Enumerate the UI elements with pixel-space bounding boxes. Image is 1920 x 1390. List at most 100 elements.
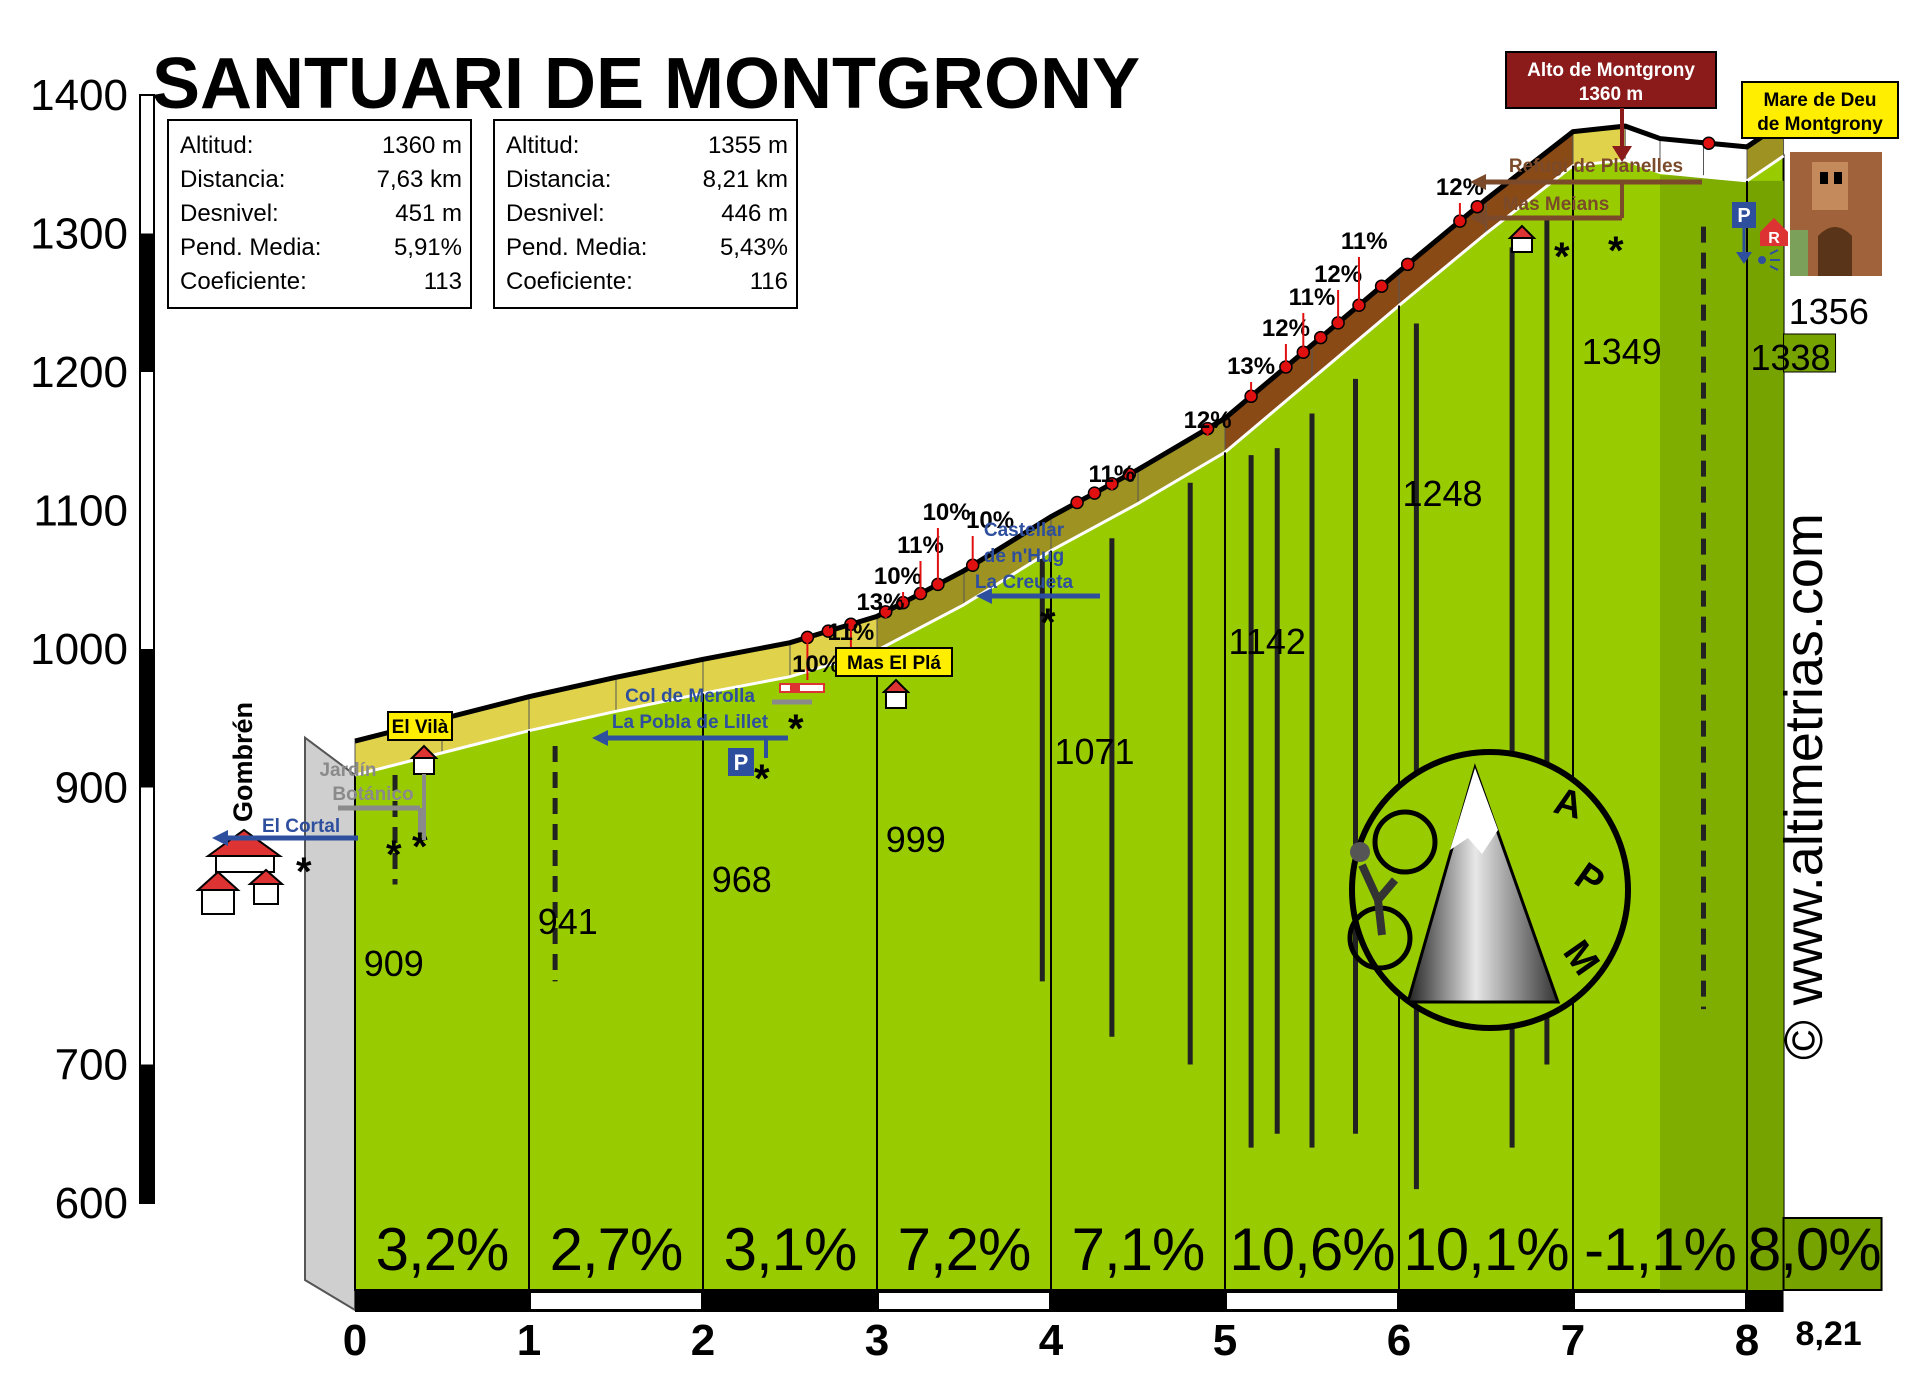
segment-gradient-label: -1,1% [1584,1216,1736,1283]
chart-title: SANTUARI DE MONTGRONY [152,44,1140,124]
el-vila-label [387,711,453,741]
place-gombren: Gombrén [228,702,258,822]
ramp-percent-label: 11% [897,532,944,559]
ramp-percent-label: 12% [1184,407,1232,434]
km-altitude-label: 999 [886,819,946,860]
profile-shade [1747,180,1784,1290]
place-castellar: Castellar [984,520,1065,541]
stats-box-1: Altitud: 1360 m Distancia: 7,63 km Desni… [167,119,472,309]
ramp-percent-label: 10% [874,563,922,590]
segment-gradient-label: 10,6% [1229,1216,1394,1283]
ramp-percent-label: 11% [1341,228,1388,255]
x-axis: 0 1 2 3 4 5 6 7 8 8,21 [343,1315,1862,1365]
stats-box-2: Altitud: 1355 m Distancia: 8,21 km Desni… [493,119,798,309]
stat-value: 5,43% [720,234,788,261]
y-tick-label: 1200 [30,348,128,397]
y-tick-label: 900 [55,764,128,813]
km-altitude-label: 968 [712,859,772,900]
place-el-cortal: El Cortal [262,816,340,837]
house-icon [409,744,439,840]
road-bottom-edge [354,154,1785,777]
km-stripe-white [531,1293,701,1309]
ramp-percent-label: 13% [856,589,904,616]
segment-gradient-label: 3,2% [376,1216,509,1283]
y-tick-label: 1000 [30,625,128,674]
place-refugi: Refugi de Planelles [1509,156,1683,177]
y-scale-block [140,233,154,372]
segment-gradient-label: 2,7% [550,1216,683,1283]
end-label-box [1782,1217,1883,1291]
ramp-marker-icon [1087,486,1102,500]
stat-label: Altitud: [506,132,579,159]
stat-label: Pend. Media: [506,234,647,261]
km-altitudes: 909 941 968 999 1071 1142 1248 1349 1338 1356 [364,291,1869,984]
stat-label: Pend. Media: [180,234,321,261]
km-altitude-label: 1356 [1789,291,1869,332]
ramp-percent-label: 10% [792,651,840,678]
place-alto: Alto de Montgrony [1527,60,1695,81]
x-tick-label: 3 [865,1316,889,1365]
mas-meians-arrow [1470,210,1622,226]
place-col-merolla: Col de Merolla [625,686,755,707]
cyclist-icon [1350,842,1370,862]
km-altitude-label: 1071 [1054,731,1134,772]
alto-label [1505,51,1717,162]
x-tick-label: 6 [1387,1316,1411,1365]
km-altitude-label: 1338 [1750,337,1830,378]
gombren-village-icon [195,828,285,915]
y-axis: 600 700 900 1000 1100 1200 1300 1400 [30,71,155,1228]
stat-value: 8,21 km [703,166,788,193]
viewpoint-icon: * [296,850,312,894]
restaurant-label: R [1768,230,1780,247]
stat-label: Coeficiente: [506,268,633,295]
ramp-marker-icon [1070,495,1084,510]
y-tick-label: 1300 [30,210,128,259]
bike-wheel-icon [1372,809,1438,875]
stat-value: 446 m [721,200,788,227]
stat-value: 7,63 km [377,166,462,193]
y-scale-block [140,649,154,788]
y-tick-label: 1100 [33,487,128,536]
stat-value: 1360 m [382,132,462,159]
stat-label: Coeficiente: [180,268,307,295]
profile-area [354,154,1883,1291]
house-icon [1507,224,1537,253]
ramp-marker-icon [1313,330,1328,345]
x-tick-label: 2 [691,1316,715,1365]
fountain-icon [1758,249,1780,271]
ramp-marker-icon [1400,257,1415,272]
x-tick-label: 5 [1213,1316,1237,1365]
stat-value: 1355 m [708,132,788,159]
stat-value: 5,91% [394,234,462,261]
mas-el-pla-label [835,647,953,677]
watermark: © www.altimetrias.com [1774,513,1834,1060]
stat-label: Distancia: [180,166,285,193]
place-mas-meians: Mas Meians [1503,194,1610,215]
place-mare-de-deu: de Montgrony [1757,114,1883,135]
place-castellar: La Creueta [975,572,1074,593]
x-tick-label: 0 [343,1316,367,1365]
km-altitude-label: 909 [364,943,424,984]
stat-label: Desnivel: [506,200,605,227]
km-lines [392,165,1748,1290]
ramp-marker-icon [1122,467,1137,482]
profile-base [304,735,1784,1312]
ramp-markers: 10%11%13%10%11%10%10%11%12%13%12%11%12%1… [792,136,1716,680]
ramp-percent-label: 12% [1314,261,1362,288]
viewpoint-icon: * [1040,601,1056,645]
segment-gradient-label: 3,1% [724,1216,857,1283]
km-altitude-label: 1142 [1228,621,1305,662]
viewpoint-icon: * [386,833,402,877]
place-mas-el-pla: Mas El Plá [847,653,941,674]
segment-gradient-label: 10,1% [1403,1216,1568,1283]
x-tick-label: 4 [1039,1316,1064,1365]
road-top-edge [354,119,1785,744]
parking-label: P [734,750,749,775]
sanctuary-photo-icon [1790,152,1882,276]
ramp-percent-label: 11% [1089,461,1136,488]
end-alt-box [1783,333,1837,373]
place-jardin-botanico: Jardín [319,760,376,781]
ramp-percent-label: 12% [1436,174,1484,201]
y-tick-label: 700 [55,1041,128,1090]
